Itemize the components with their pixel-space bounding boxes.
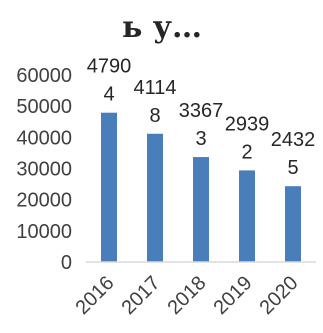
data-label: 8 <box>149 105 160 127</box>
bars-group <box>101 112 301 262</box>
data-label: 3 <box>195 128 206 150</box>
x-tick-label: 2016 <box>72 272 119 319</box>
chart-title: ь у… <box>122 10 202 45</box>
y-tick-label: 0 <box>61 252 72 274</box>
y-tick-label: 60000 <box>16 65 72 87</box>
x-tick-label: 2020 <box>256 272 303 319</box>
bar <box>193 157 209 262</box>
bar <box>285 186 301 262</box>
data-label: 3367 <box>179 100 224 122</box>
data-label: 2 <box>241 141 252 163</box>
x-tick-label: 2017 <box>118 272 165 319</box>
data-label: 2432 <box>271 129 316 151</box>
data-label: 2939 <box>225 113 270 135</box>
data-label: 4114 <box>133 77 176 99</box>
y-tick-label: 50000 <box>16 96 72 118</box>
data-label: 4 <box>103 84 114 106</box>
y-tick-label: 40000 <box>16 127 72 149</box>
y-tick-label: 20000 <box>16 190 72 212</box>
y-tick-label: 30000 <box>16 159 72 181</box>
data-labels-group: 4790 4 4114 8 3367 3 2939 2 2432 5 <box>87 56 316 179</box>
bar <box>239 170 255 262</box>
x-tick-label: 2019 <box>210 272 257 319</box>
data-label: 5 <box>287 157 298 179</box>
y-axis-ticks: 0 10000 20000 30000 40000 50000 60000 <box>16 65 72 274</box>
x-tick-label: 2018 <box>164 272 211 319</box>
bar <box>101 112 117 262</box>
y-tick-label: 10000 <box>16 221 72 243</box>
bar <box>147 133 163 262</box>
data-label: 4790 <box>87 56 132 78</box>
